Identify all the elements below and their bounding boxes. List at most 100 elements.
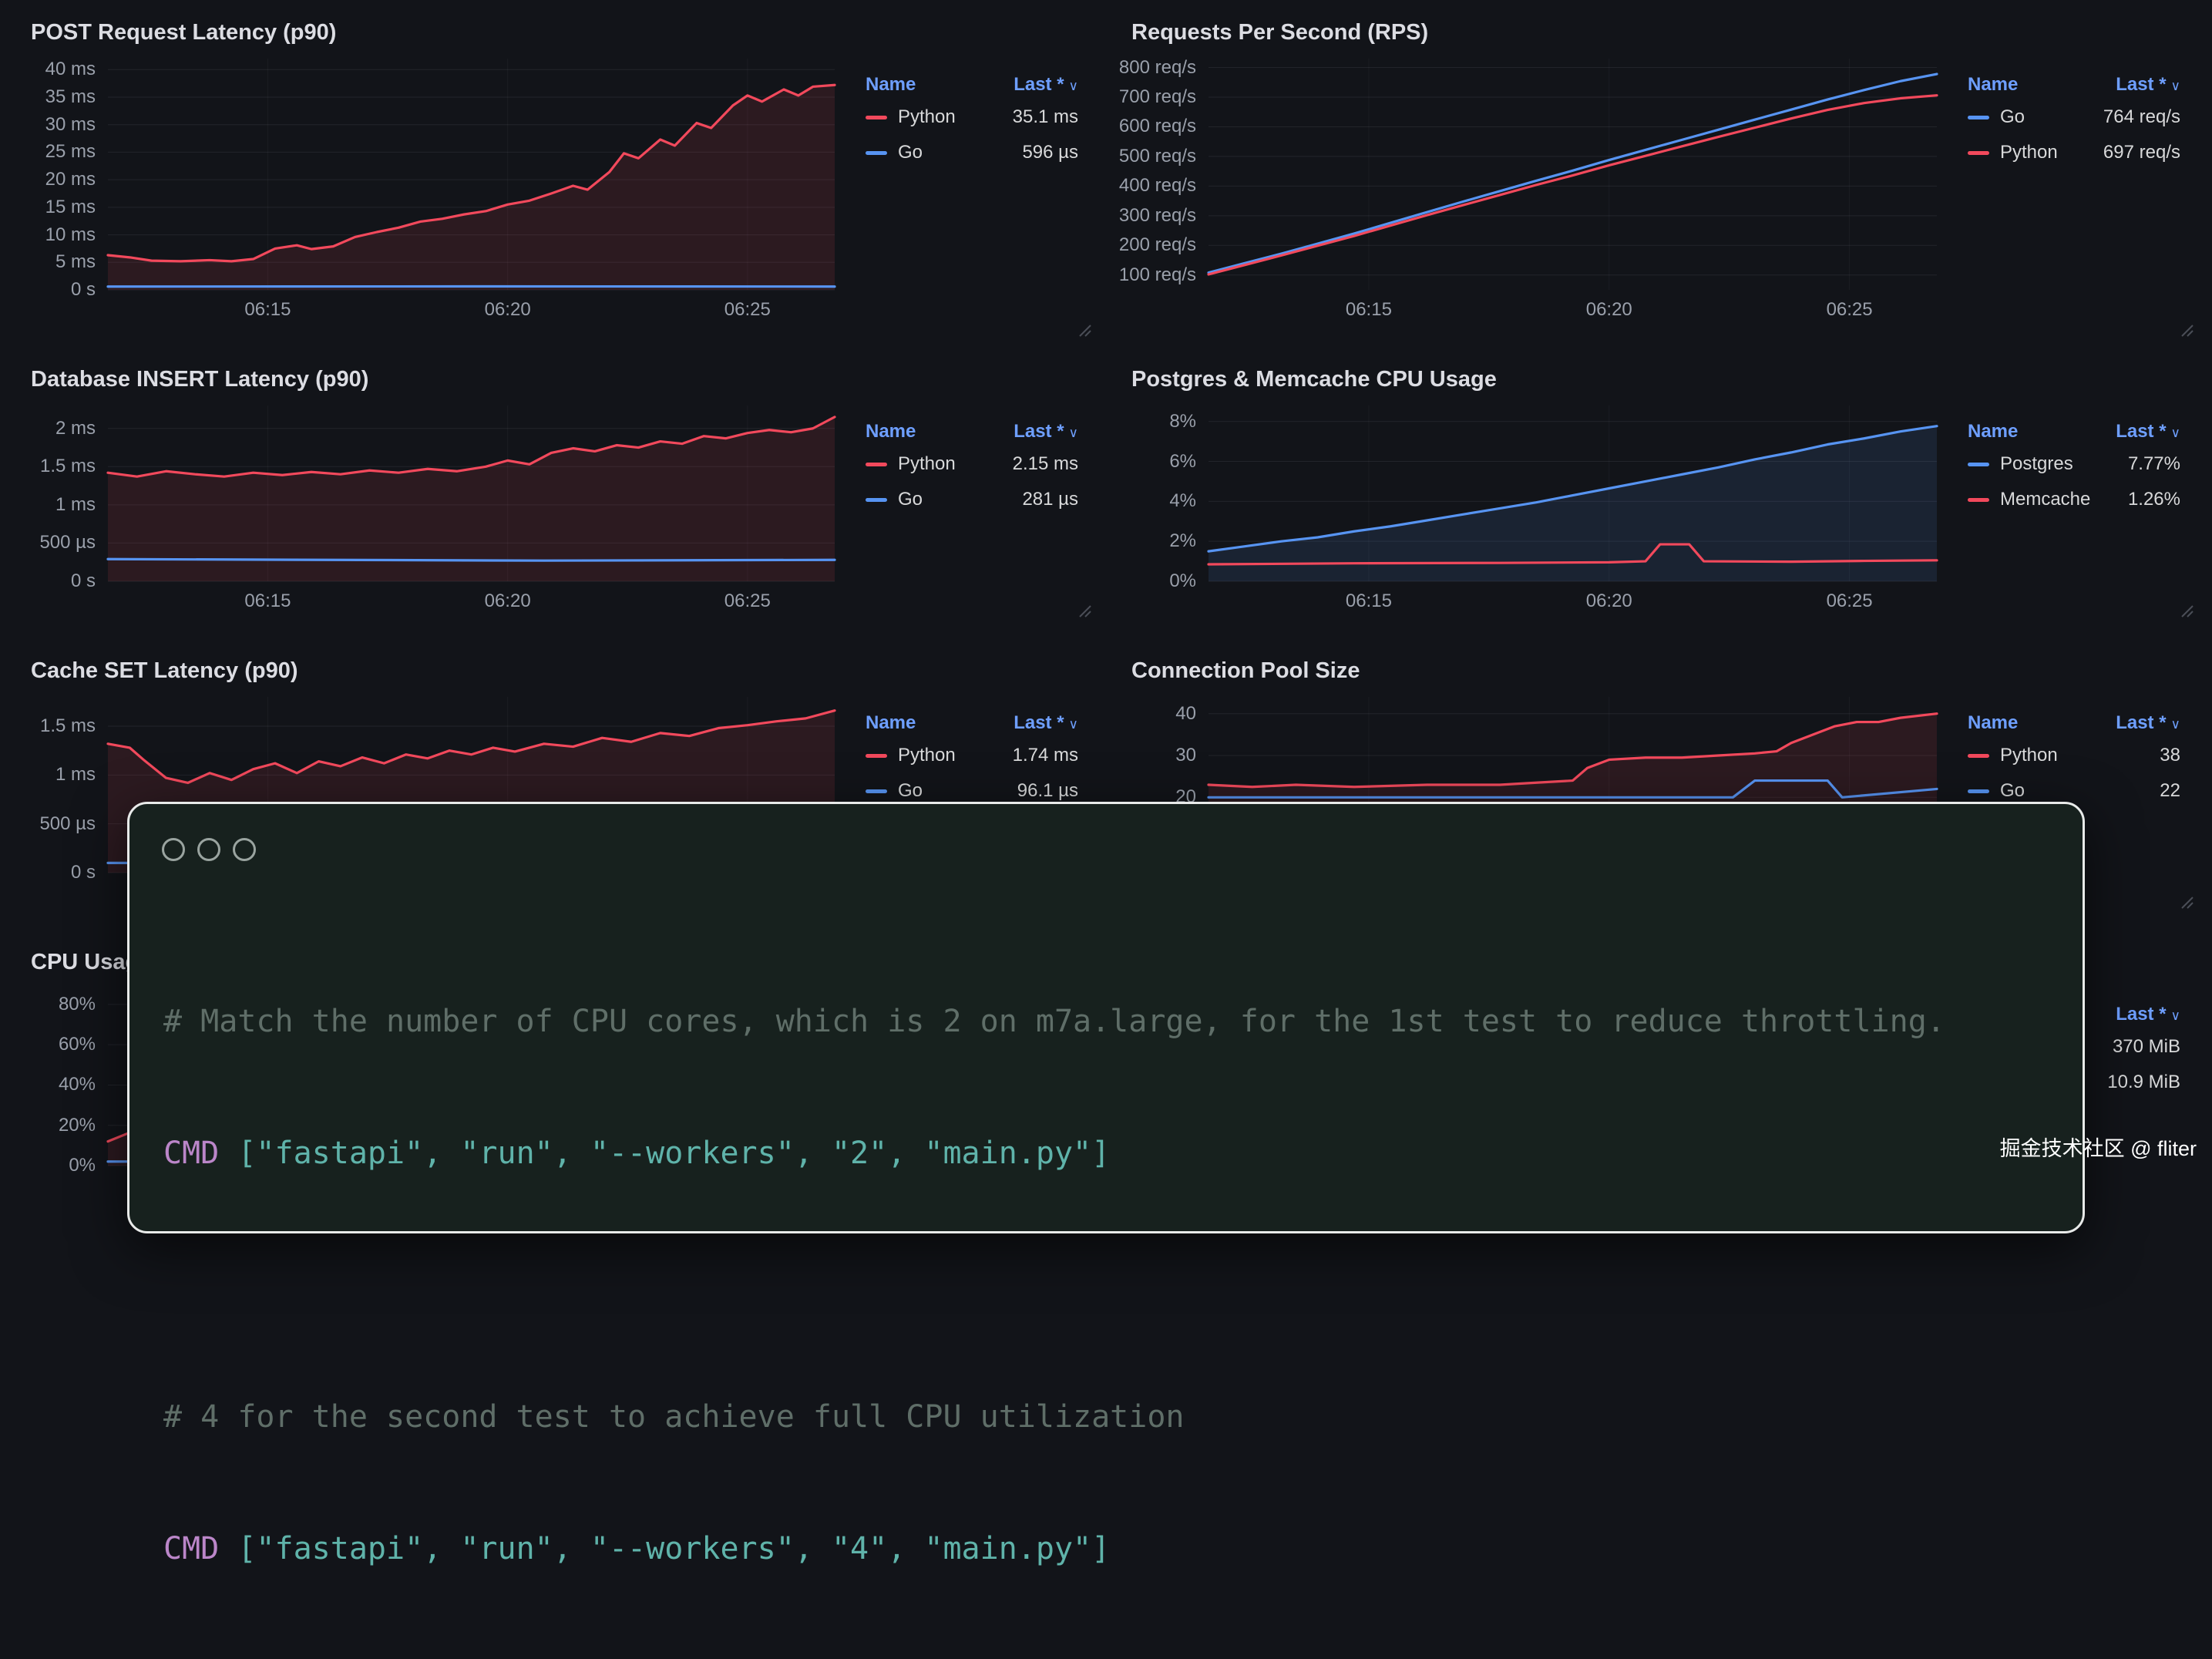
legend-series-label[interactable]: Python bbox=[898, 745, 956, 766]
legend-series-value: 596 µs bbox=[1022, 142, 1078, 163]
series-marker bbox=[866, 497, 887, 502]
legend-row[interactable]: Go 764 req/s bbox=[1968, 106, 2180, 128]
legend-series-label[interactable]: Go bbox=[898, 780, 923, 801]
legend-last-header[interactable]: Last * ∨ bbox=[1014, 421, 1078, 442]
x-tick-label: 06:20 bbox=[484, 299, 531, 320]
window-button-close[interactable] bbox=[162, 838, 185, 861]
window-button-maximize[interactable] bbox=[233, 838, 256, 861]
legend-series-value: 1.26% bbox=[2127, 489, 2180, 510]
legend-row[interactable]: Go 281 µs bbox=[866, 489, 1078, 510]
legend-row[interactable]: Go 22 bbox=[1968, 780, 2180, 802]
window-button-minimize[interactable] bbox=[197, 838, 220, 861]
legend-row[interactable]: Python 697 req/s bbox=[1968, 142, 2180, 163]
legend-last-header[interactable]: Last * ∨ bbox=[2116, 74, 2180, 95]
legend-name-header[interactable]: Name bbox=[1968, 421, 2019, 442]
series-marker bbox=[1968, 789, 1989, 793]
panel-title[interactable]: Database INSERT Latency (p90) bbox=[31, 367, 369, 392]
chart-plot[interactable]: 06:15 06:20 06:25 bbox=[108, 405, 835, 611]
legend-series-value: 38 bbox=[2160, 745, 2180, 766]
series-marker bbox=[1968, 150, 1989, 155]
legend-series-label[interactable]: Postgres bbox=[2000, 453, 2073, 474]
legend-name-header[interactable]: Name bbox=[866, 421, 916, 442]
y-tick-label: 2% bbox=[1169, 530, 1196, 552]
code-comment-line: # 4 for the second test to achieve full … bbox=[163, 1399, 1185, 1435]
y-tick-label: 700 req/s bbox=[1118, 86, 1196, 107]
y-tick-label: 6% bbox=[1169, 450, 1196, 472]
legend-row[interactable]: Python 38 bbox=[1968, 745, 2180, 766]
terminal-code: # Match the number of CPU cores, which i… bbox=[129, 861, 2083, 1659]
y-tick-label: 10 ms bbox=[45, 224, 96, 245]
y-tick-label: 35 ms bbox=[45, 86, 96, 107]
panel-title[interactable]: Requests Per Second (RPS) bbox=[1131, 20, 1429, 45]
legend-row[interactable]: Go 96.1 µs bbox=[866, 780, 1078, 802]
code-comment-line: # Match the number of CPU cores, which i… bbox=[163, 1004, 1945, 1039]
legend-series-label[interactable]: Python bbox=[2000, 745, 2058, 766]
chart-plot[interactable]: 06:15 06:20 06:25 bbox=[1209, 59, 1937, 320]
y-tick-label: 1.5 ms bbox=[39, 715, 96, 736]
y-axis: 2 ms 1.5 ms 1 ms 500 µs 0 s bbox=[23, 405, 108, 591]
legend-name-header[interactable]: Name bbox=[866, 712, 916, 733]
x-axis: 06:15 06:20 06:25 bbox=[1209, 299, 1937, 331]
y-tick-label: 0 s bbox=[70, 279, 96, 300]
panel-title[interactable]: POST Request Latency (p90) bbox=[31, 20, 337, 45]
resize-handle-icon[interactable] bbox=[2179, 603, 2194, 618]
x-tick-label: 06:25 bbox=[724, 299, 771, 320]
legend-series-label[interactable]: Go bbox=[2000, 780, 2025, 801]
caret-down-icon: ∨ bbox=[2170, 79, 2180, 93]
chart-plot[interactable]: 06:15 06:20 06:25 bbox=[1209, 405, 1937, 611]
legend-series-label[interactable]: Memcache bbox=[2000, 489, 2091, 510]
legend-row[interactable]: 370 MiB bbox=[1968, 1036, 2180, 1058]
x-tick-label: 06:20 bbox=[1585, 299, 1632, 320]
panel-title[interactable]: Postgres & Memcache CPU Usage bbox=[1131, 367, 1497, 392]
y-tick-label: 80% bbox=[58, 993, 96, 1015]
caret-down-icon: ∨ bbox=[1068, 717, 1078, 732]
x-tick-label: 06:25 bbox=[1826, 299, 1873, 320]
legend-row[interactable]: Go 596 µs bbox=[866, 142, 1078, 163]
caret-down-icon: ∨ bbox=[1068, 79, 1078, 93]
x-tick-label: 06:15 bbox=[244, 299, 291, 320]
legend-last-header[interactable]: Last * ∨ bbox=[1014, 74, 1078, 95]
y-tick-label: 5 ms bbox=[55, 251, 96, 273]
legend-row[interactable]: Postgres 7.77% bbox=[1968, 453, 2180, 475]
resize-handle-icon[interactable] bbox=[2179, 322, 2194, 338]
legend: Name Last * ∨ Python 38 Go 22 bbox=[1960, 697, 2200, 816]
legend-name-header[interactable]: Name bbox=[866, 74, 916, 95]
legend-row[interactable]: 10.9 MiB bbox=[1968, 1072, 2180, 1093]
y-axis: 8% 6% 4% 2% 0% bbox=[1124, 405, 1209, 591]
y-tick-label: 40% bbox=[58, 1074, 96, 1095]
panel-title[interactable]: Cache SET Latency (p90) bbox=[31, 658, 298, 683]
legend-series-label[interactable]: Python bbox=[898, 453, 956, 474]
legend-series-label[interactable]: Go bbox=[2000, 106, 2025, 127]
legend-row[interactable]: Python 1.74 ms bbox=[866, 745, 1078, 766]
y-tick-label: 1 ms bbox=[55, 764, 96, 786]
legend-series-label[interactable]: Go bbox=[898, 142, 923, 163]
legend-name-header[interactable]: Name bbox=[1968, 74, 2019, 95]
legend-series-value: 96.1 µs bbox=[1017, 780, 1078, 801]
legend-series-value: 22 bbox=[2160, 780, 2180, 801]
series-marker bbox=[866, 462, 887, 466]
x-tick-label: 06:25 bbox=[1826, 591, 1873, 611]
legend-last-header[interactable]: Last * ∨ bbox=[2116, 712, 2180, 733]
legend-series-label[interactable]: Python bbox=[2000, 142, 2058, 163]
resize-handle-icon[interactable] bbox=[1077, 322, 1092, 338]
legend-series-label[interactable]: Go bbox=[898, 489, 923, 510]
legend-name-header[interactable]: Name bbox=[1968, 712, 2019, 733]
legend-row[interactable]: Python 35.1 ms bbox=[866, 106, 1078, 128]
legend-last-header[interactable]: Last * ∨ bbox=[2116, 1004, 2180, 1025]
legend-last-header[interactable]: Last * ∨ bbox=[2116, 421, 2180, 442]
resize-handle-icon[interactable] bbox=[1077, 603, 1092, 618]
legend-series-label[interactable]: Python bbox=[898, 106, 956, 127]
legend-row[interactable]: Python 2.15 ms bbox=[866, 453, 1078, 475]
chart-plot[interactable]: 06:15 06:20 06:25 bbox=[108, 59, 835, 320]
caret-down-icon: ∨ bbox=[2170, 426, 2180, 440]
resize-handle-icon[interactable] bbox=[2179, 894, 2194, 910]
x-tick-label: 06:25 bbox=[724, 591, 771, 611]
y-tick-label: 60% bbox=[58, 1034, 96, 1055]
panel-title[interactable]: Connection Pool Size bbox=[1131, 658, 1360, 683]
y-tick-label: 0 s bbox=[70, 862, 96, 883]
y-tick-label: 600 req/s bbox=[1118, 116, 1196, 137]
series-marker bbox=[866, 150, 887, 155]
legend-last-header[interactable]: Last * ∨ bbox=[1014, 712, 1078, 733]
legend-row[interactable]: Memcache 1.26% bbox=[1968, 489, 2180, 510]
legend-series-value: 2.15 ms bbox=[1012, 453, 1078, 474]
